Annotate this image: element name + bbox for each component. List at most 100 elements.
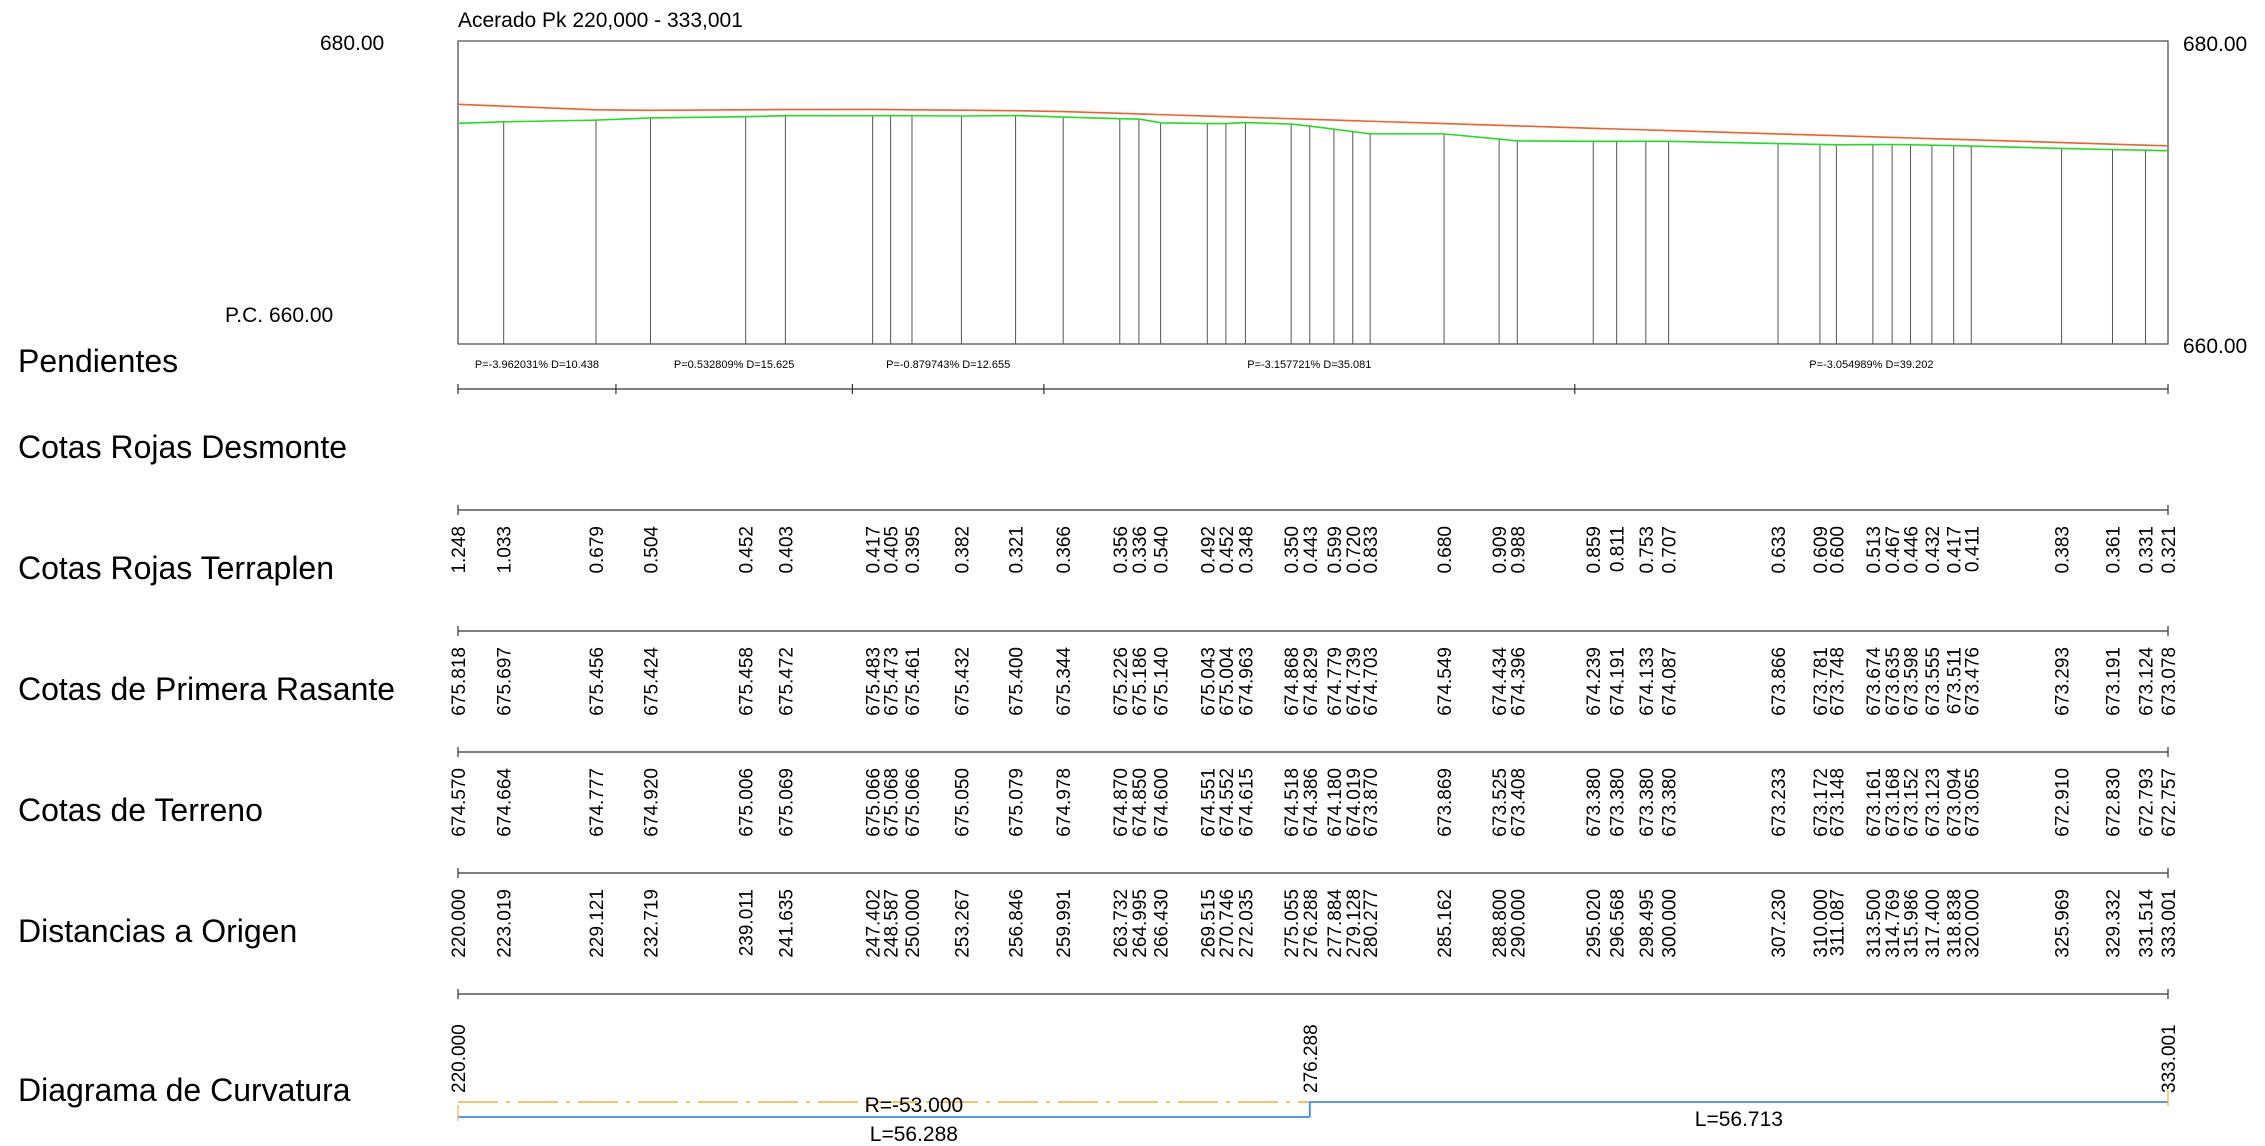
band-value-terreno: 672.793 <box>2136 768 2157 837</box>
band-value-terraplen: 0.361 <box>2103 526 2124 574</box>
band-value-distancias: 250.000 <box>903 889 924 958</box>
band-value-rasante: 675.226 <box>1111 647 1132 716</box>
band-value-distancias: 239.011 <box>737 889 758 956</box>
band-value-rasante: 674.191 <box>1608 647 1629 716</box>
band-value-distancias: 320.000 <box>1962 889 1983 958</box>
band-value-rasante: 673.476 <box>1962 647 1983 716</box>
band-value-terraplen: 0.988 <box>1508 526 1529 574</box>
band-value-distancias: 279.128 <box>1344 889 1365 958</box>
band-value-distancias: 270.746 <box>1217 889 1238 958</box>
band-value-terreno: 673.380 <box>1584 768 1605 837</box>
row-label-pendientes: Pendientes <box>18 343 178 379</box>
band-value-terraplen: 0.417 <box>1945 526 1966 574</box>
band-value-distancias: 311.087 <box>1827 889 1848 956</box>
band-value-rasante: 675.697 <box>495 647 516 716</box>
band-value-terraplen: 0.452 <box>1217 526 1238 574</box>
band-value-distancias: 290.000 <box>1508 889 1529 958</box>
band-value-distancias: 253.267 <box>952 889 973 958</box>
band-value-rasante: 674.549 <box>1435 647 1456 716</box>
band-value-rasante: 674.133 <box>1637 647 1658 716</box>
band-value-terreno: 673.869 <box>1435 768 1456 837</box>
band-value-terraplen: 0.811 <box>1608 526 1629 572</box>
row-label-terraplen: Cotas Rojas Terraplen <box>18 550 334 586</box>
band-value-distancias: 269.515 <box>1198 889 1219 958</box>
band-value-terraplen: 0.504 <box>641 526 662 574</box>
band-value-distancias: 275.055 <box>1282 889 1303 958</box>
band-value-rasante: 673.511 <box>1945 647 1966 714</box>
band-value-terreno: 673.094 <box>1945 768 1966 837</box>
profile-title: Acerado Pk 220,000 - 333,001 <box>458 9 743 32</box>
band-value-rasante: 675.140 <box>1152 647 1173 716</box>
band-value-terraplen: 0.403 <box>776 526 797 574</box>
band-value-terraplen: 0.417 <box>864 526 885 574</box>
band-value-rasante: 674.829 <box>1301 647 1322 716</box>
band-value-rasante: 674.239 <box>1584 647 1605 716</box>
band-value-terreno: 674.920 <box>641 768 662 837</box>
band-value-terreno: 673.870 <box>1361 768 1382 837</box>
band-value-rasante: 675.461 <box>903 647 924 716</box>
band-value-rasante: 673.555 <box>1923 647 1944 716</box>
band-value-distancias: 310.000 <box>1811 889 1832 958</box>
band-value-terreno: 673.380 <box>1637 768 1658 837</box>
band-value-terreno: 674.664 <box>495 768 516 837</box>
band-value-rasante: 675.483 <box>864 647 885 716</box>
band-value-terraplen: 0.432 <box>1923 526 1944 574</box>
band-value-rasante: 674.868 <box>1282 647 1303 716</box>
band-value-terraplen: 0.467 <box>1883 526 1904 574</box>
band-value-distancias: 329.332 <box>2103 889 2124 958</box>
band-value-terraplen: 0.356 <box>1111 526 1132 574</box>
band-value-terraplen: 1.033 <box>495 526 516 574</box>
band-value-rasante: 674.703 <box>1361 647 1382 716</box>
band-value-terreno: 674.978 <box>1054 768 1075 837</box>
slopes-band: P=-3.962031% D=10.438 P=0.532809% D=15.62… <box>457 359 2169 394</box>
band-value-distancias: 229.121 <box>587 889 608 958</box>
band-value-terraplen: 0.513 <box>1864 526 1885 574</box>
band-value-terraplen: 0.720 <box>1344 526 1365 574</box>
band-value-terraplen: 0.680 <box>1435 526 1456 574</box>
band-value-terraplen: 0.679 <box>587 526 608 574</box>
band-value-terraplen: 0.366 <box>1054 526 1075 574</box>
band-value-distancias: 288.800 <box>1490 889 1511 958</box>
band-value-rasante: 675.004 <box>1217 647 1238 716</box>
value-bands: 1.248 1.033 0.679 0.504 0.452 0.403 0.4170.405… <box>449 505 2180 999</box>
band-value-rasante: 674.434 <box>1490 647 1511 716</box>
row-label-curvatura: Diagrama de Curvatura <box>18 1072 351 1108</box>
row-label-distancias: Distancias a Origen <box>18 913 297 949</box>
band-value-terraplen: 0.492 <box>1198 526 1219 574</box>
band-value-distancias: 317.400 <box>1923 889 1944 958</box>
band-value-distancias: 259.991 <box>1054 889 1075 958</box>
band-value-terraplen: 1.248 <box>449 526 470 574</box>
band-value-rasante: 675.458 <box>737 647 758 716</box>
station-verticals <box>457 115 2169 344</box>
band-value-rasante: 673.781 <box>1811 647 1832 716</box>
length-label: L=56.288 <box>870 1123 958 1146</box>
band-value-terraplen: 0.540 <box>1152 526 1173 574</box>
curvature-tick-label: 333.001 <box>2159 1024 2180 1093</box>
band-value-rasante: 675.456 <box>587 647 608 716</box>
band-value-terreno: 674.518 <box>1282 768 1303 837</box>
band-value-terraplen: 0.331 <box>2136 526 2157 574</box>
band-value-terraplen: 0.859 <box>1584 526 1605 574</box>
band-value-rasante: 674.087 <box>1660 647 1681 716</box>
band-value-rasante: 675.186 <box>1130 647 1151 716</box>
band-value-terreno: 673.161 <box>1864 768 1885 837</box>
band-value-terreno: 673.380 <box>1660 768 1681 837</box>
band-value-terraplen: 0.452 <box>737 526 758 574</box>
band-value-distancias: 247.402 <box>864 889 885 958</box>
band-value-distancias: 248.587 <box>882 889 903 958</box>
row-label-desmonte: Cotas Rojas Desmonte <box>18 429 347 465</box>
curvature-tick-label: 276.288 <box>1301 1024 1322 1093</box>
band-value-terreno: 673.408 <box>1508 768 1529 837</box>
band-value-rasante: 675.473 <box>882 647 903 716</box>
band-value-terreno: 673.168 <box>1883 768 1904 837</box>
band-value-distancias: 277.884 <box>1325 889 1346 958</box>
profile-frame <box>457 40 2169 345</box>
band-value-rasante: 673.674 <box>1864 647 1885 716</box>
band-value-terreno: 675.066 <box>903 768 924 837</box>
band-value-terreno: 674.850 <box>1130 768 1151 837</box>
radius-label: R=-53.000 <box>865 1094 964 1117</box>
profile-lines <box>457 103 2169 152</box>
band-value-rasante: 675.424 <box>641 647 662 716</box>
band-value-distancias: 325.969 <box>2053 889 2074 958</box>
